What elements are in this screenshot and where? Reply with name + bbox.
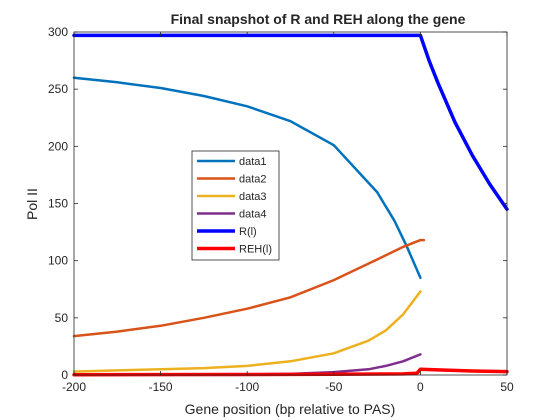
x-tick-label: -50	[325, 380, 343, 394]
series-line-data3	[72, 290, 422, 373]
legend-label-reh-l: REH(l)	[239, 244, 272, 256]
y-tick-label: 50	[55, 311, 69, 325]
series-line-r-l	[72, 33, 509, 211]
chart-title: Final snapshot of R and REH along the ge…	[171, 11, 466, 27]
legend-label-data1: data1	[239, 156, 267, 168]
x-tick-label: -100	[235, 380, 259, 394]
x-tick-label: 0	[417, 380, 424, 394]
y-tick-label: 200	[48, 139, 68, 153]
y-tick-label: 150	[48, 197, 68, 211]
legend-label-data3: data3	[239, 191, 267, 203]
legend-label-r-l: R(l)	[239, 226, 257, 238]
y-tick-label: 0	[61, 368, 68, 382]
series-line-data1	[72, 76, 422, 280]
y-tick-label: 100	[48, 254, 68, 268]
x-tick-label: -150	[149, 380, 173, 394]
y-axis-label: Pol II	[24, 188, 40, 220]
series-line-data2	[72, 238, 426, 338]
legend: data1 data2 data3 data4 R(l) REH(l)	[191, 150, 280, 261]
x-tick-label: -200	[62, 380, 86, 394]
tick-labels: -200 -150 -100 -50 0 50 0 50 100 150 200 250 300	[48, 25, 514, 394]
legend-label-data4: data4	[239, 209, 267, 221]
y-tick-label: 300	[48, 25, 68, 39]
series-line-reh-l	[72, 367, 509, 377]
legend-box	[191, 150, 280, 261]
x-axis-label: Gene position (bp relative to PAS)	[185, 401, 396, 417]
legend-label-data2: data2	[239, 174, 267, 186]
y-tick-label: 250	[48, 82, 68, 96]
x-tick-label: 50	[500, 380, 514, 394]
axes	[73, 31, 508, 376]
